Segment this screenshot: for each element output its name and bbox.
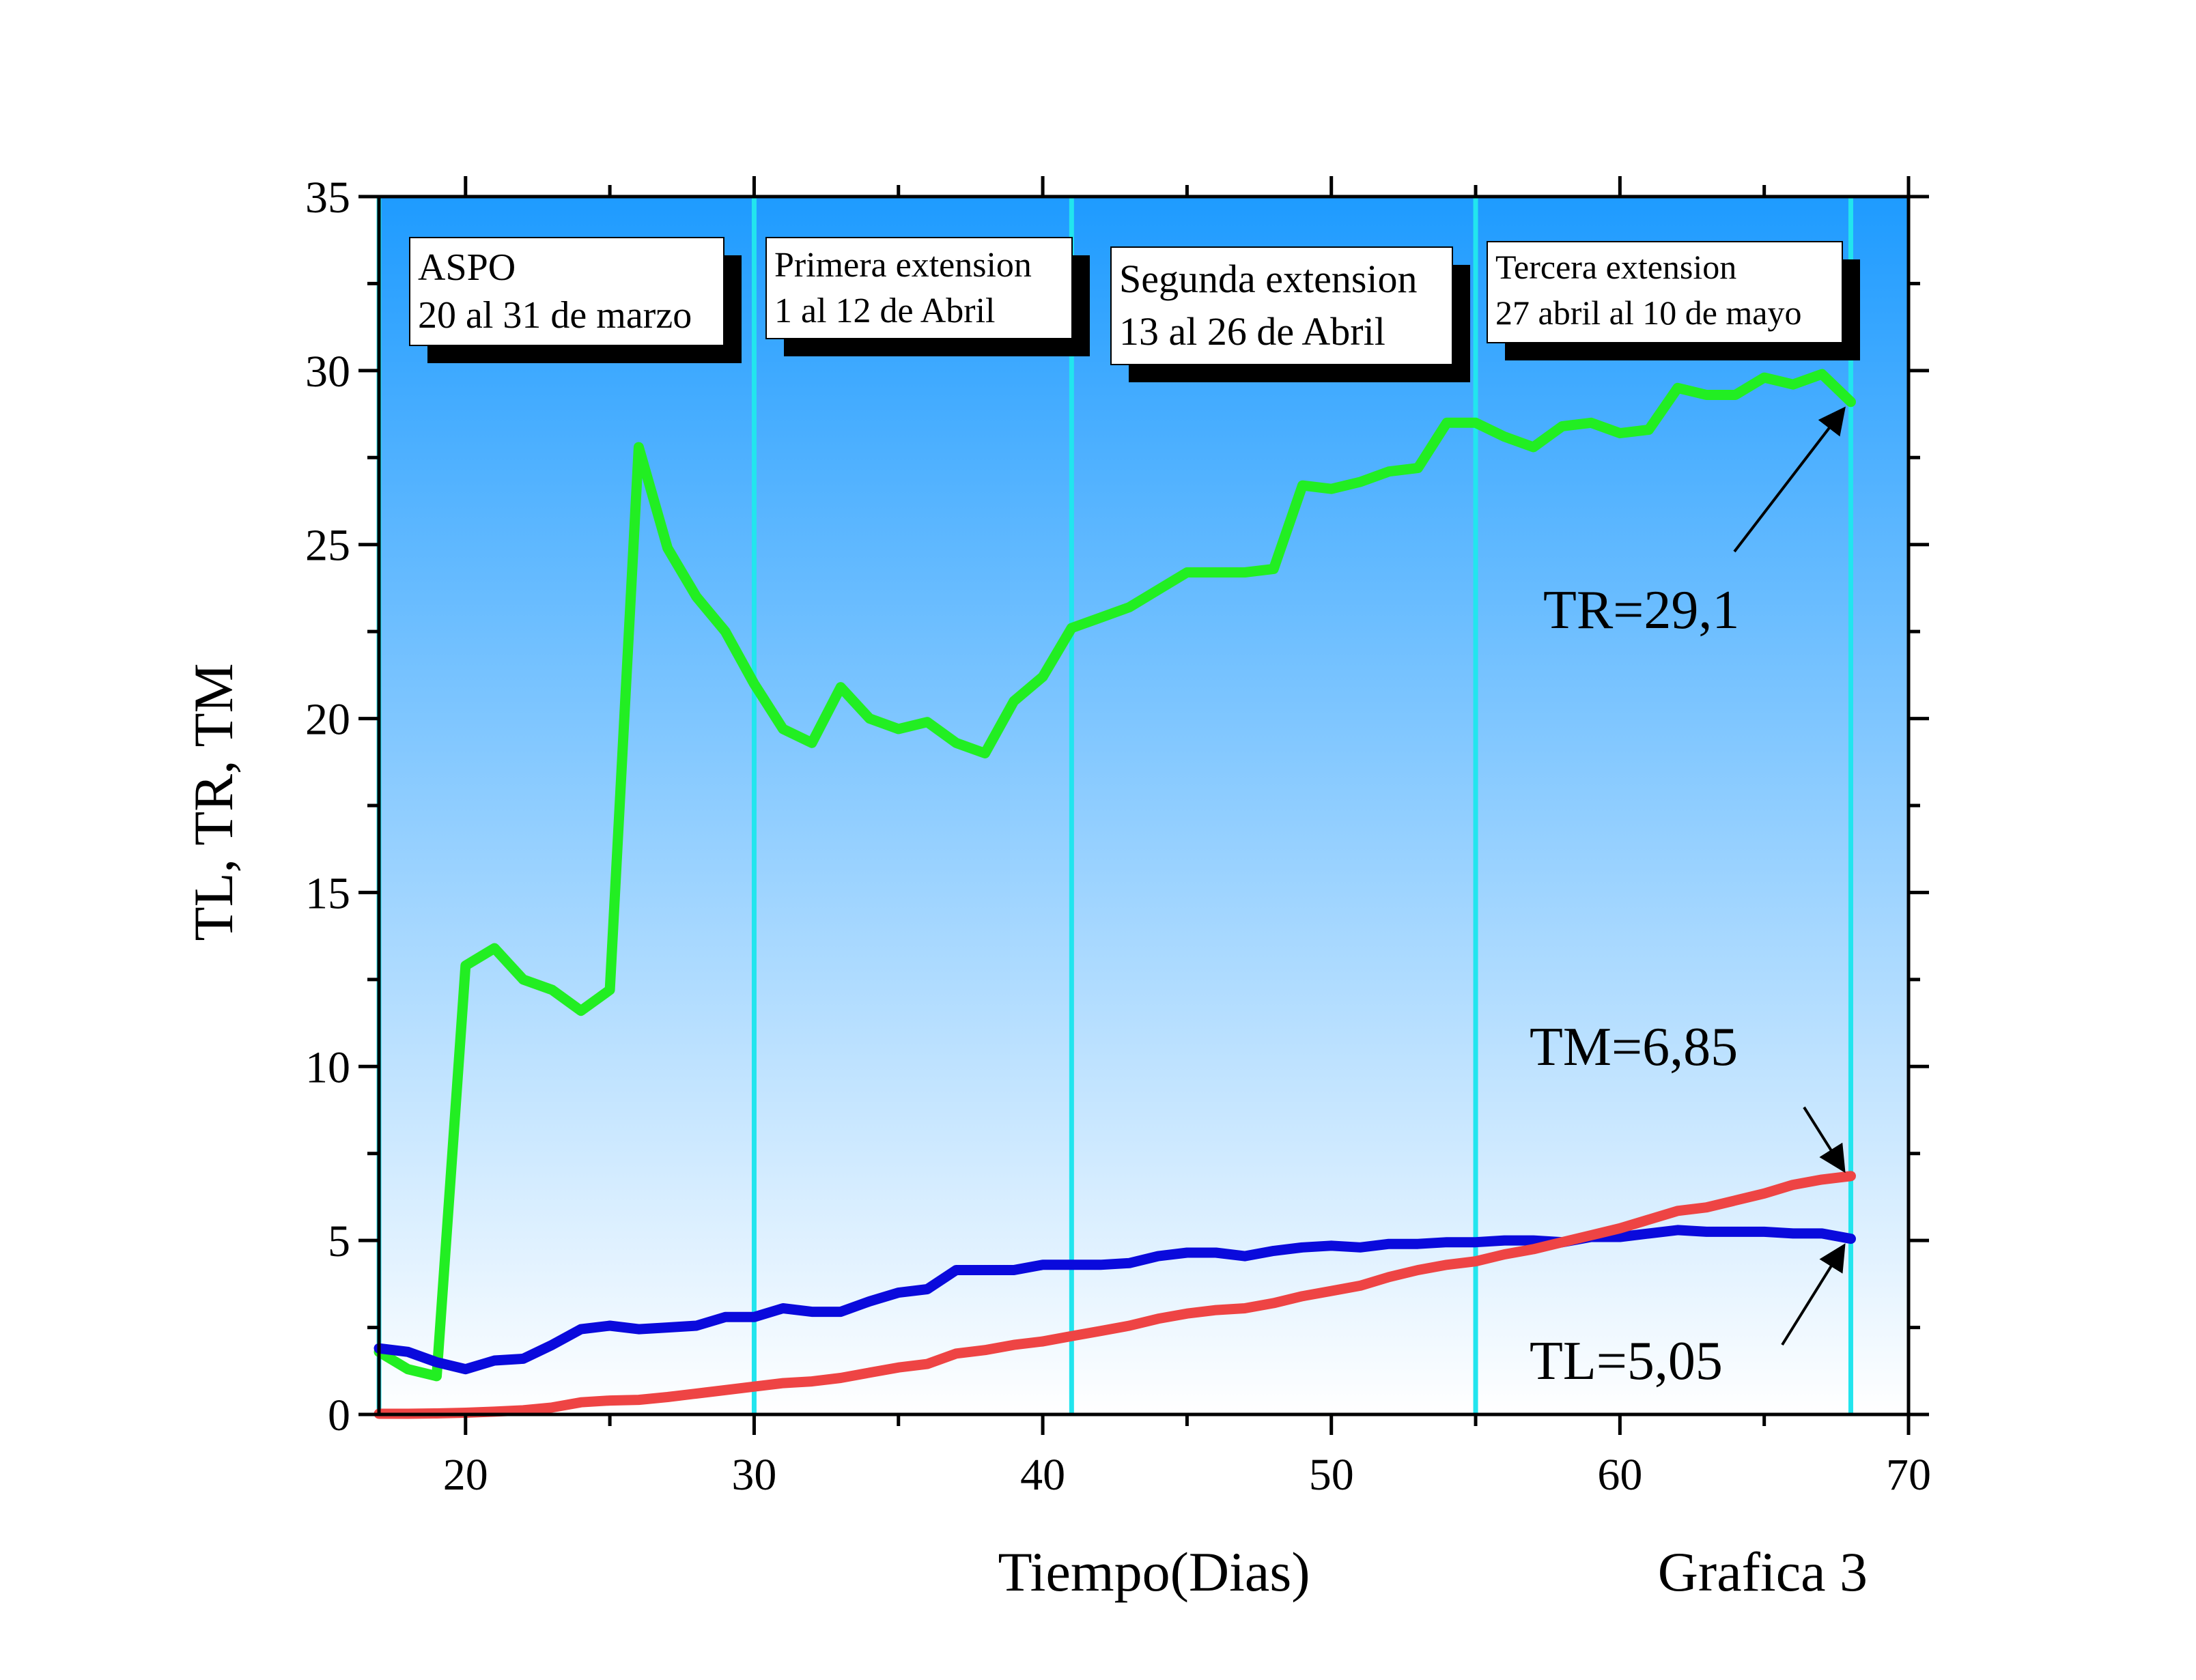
series-line-tm <box>374 1171 1856 1419</box>
phase-dates: 20 al 31 de marzo <box>418 294 692 337</box>
annotation-arrow-tr <box>1733 406 1846 553</box>
y-tick-label: 30 <box>305 347 350 397</box>
x-tick-label: 70 <box>1886 1450 1931 1500</box>
axes: 0 5 10 15 20 25 30 35 20 30 40 50 60 70 <box>305 173 1931 1500</box>
phase-boxes: ASPO 20 al 31 de marzo Primera extension 1 … <box>409 237 1860 382</box>
x-tick-label: 20 <box>443 1450 488 1500</box>
series-line-tr <box>374 369 1856 1382</box>
x-tick-label: 60 <box>1597 1450 1642 1500</box>
y-tick-label: 10 <box>305 1042 350 1092</box>
y-tick-label: 0 <box>328 1391 350 1440</box>
y-axis-label: TL, TR, TM <box>182 664 244 941</box>
annotations: TR=29,1 TM=6,85 TL=5,05 <box>1530 406 1846 1391</box>
annotation-label-tm: TM=6,85 <box>1530 1017 1738 1077</box>
x-axis-label: Tiempo(Dias) <box>998 1541 1310 1603</box>
y-tick-label: 25 <box>305 521 350 571</box>
x-tick-label: 50 <box>1309 1450 1354 1500</box>
series-group <box>374 369 1856 1419</box>
phase-name: ASPO <box>418 246 516 289</box>
y-tick-label: 5 <box>328 1216 350 1266</box>
phase-box <box>1110 246 1453 365</box>
x-tick-label: 40 <box>1020 1450 1065 1500</box>
figure-caption: Grafica 3 <box>1658 1541 1868 1603</box>
y-tick-label: 35 <box>305 173 350 223</box>
annotation-label-tl: TL=5,05 <box>1530 1331 1723 1391</box>
annotation-label-tr: TR=29,1 <box>1543 580 1739 640</box>
x-tick-label: 30 <box>731 1450 776 1500</box>
phase-dates: 1 al 12 de Abril <box>774 291 996 330</box>
annotation-arrow-tm <box>1803 1106 1846 1173</box>
y-tick-label: 20 <box>305 695 350 745</box>
phase-box <box>409 237 724 346</box>
phase-name: Segunda extension <box>1119 257 1418 301</box>
phase-dates: 27 abril al 10 de mayo <box>1495 294 1802 332</box>
phase-box <box>765 237 1073 339</box>
phase-dates: 13 al 26 de Abril <box>1119 309 1385 354</box>
phase-box <box>1487 241 1843 343</box>
phase-name: Tercera extension <box>1495 248 1736 286</box>
plot-background <box>379 197 1909 1414</box>
annotation-arrow-tl <box>1781 1243 1846 1346</box>
y-tick-label: 15 <box>305 868 350 918</box>
phase-name: Primera extension <box>774 246 1032 285</box>
